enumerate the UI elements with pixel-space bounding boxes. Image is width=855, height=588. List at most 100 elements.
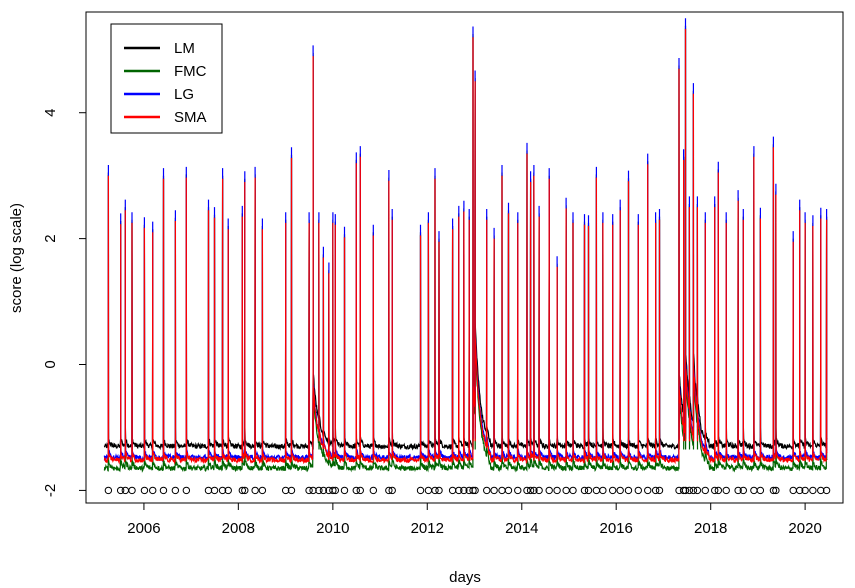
event-point [251, 486, 259, 495]
event-point [224, 486, 232, 495]
event-point [685, 486, 694, 495]
event-point [331, 486, 340, 495]
event-point [204, 486, 213, 495]
event-point [385, 486, 393, 495]
event-point [369, 486, 378, 495]
event-point [258, 486, 267, 495]
event-point [514, 486, 522, 495]
event-point [817, 486, 825, 495]
event-point [128, 486, 136, 495]
event-point [281, 486, 290, 495]
event-point [471, 486, 479, 495]
event-point [681, 486, 690, 495]
event-point [584, 486, 593, 495]
event-point [592, 486, 601, 495]
x-axis-title: days [449, 569, 481, 586]
event-point [504, 486, 513, 495]
event-point [460, 486, 468, 495]
y-axis: -2 0 2 4 [42, 109, 86, 497]
event-point [789, 486, 797, 495]
event-point [801, 486, 809, 495]
event-point [309, 486, 317, 495]
legend-label-lm: LM [174, 40, 195, 57]
plot-frame [85, 11, 844, 504]
event-point [416, 486, 425, 495]
event-point [104, 486, 113, 495]
event-point [352, 486, 360, 495]
series-line-sma [103, 28, 828, 465]
event-point [329, 486, 337, 495]
event-point [305, 486, 313, 495]
event-point [140, 486, 149, 495]
event-point [149, 486, 157, 495]
legend-label-lg: LG [174, 86, 194, 103]
y-tick-label: 4 [42, 109, 59, 117]
y-tick-label: -2 [42, 484, 59, 497]
event-point [616, 486, 624, 495]
event-point [535, 486, 543, 495]
event-point [526, 486, 535, 495]
x-tick-label: 2006 [127, 520, 160, 537]
event-point [356, 486, 364, 495]
event-point [523, 486, 531, 495]
event-point [340, 486, 349, 495]
event-point [634, 486, 642, 495]
event-point [714, 486, 723, 495]
event-point [238, 486, 247, 495]
x-tick-label: 2008 [222, 520, 255, 537]
x-axis: 2006 2008 2010 2012 2014 2016 2018 2020 [127, 503, 822, 537]
y-axis-title: score (log scale) [8, 203, 25, 313]
event-point [182, 486, 191, 495]
event-point [498, 486, 506, 495]
event-point [448, 486, 457, 495]
event-point [388, 486, 396, 495]
event-point [756, 486, 765, 495]
event-point [655, 486, 664, 495]
event-point [769, 486, 778, 495]
event-point [469, 486, 477, 495]
points-layer [104, 486, 831, 495]
event-point [435, 486, 443, 495]
event-point [624, 486, 633, 495]
event-point [679, 486, 688, 495]
event-point [651, 486, 660, 495]
event-point [431, 486, 439, 495]
event-point [545, 486, 553, 495]
event-point [809, 486, 817, 495]
event-point [689, 486, 698, 495]
event-point [210, 486, 219, 495]
event-point [569, 486, 577, 495]
event-point [483, 486, 491, 495]
y-tick-label: 2 [42, 234, 59, 242]
event-point [319, 486, 328, 495]
event-point [693, 486, 702, 495]
event-point [218, 486, 227, 495]
x-tick-label: 2014 [505, 520, 538, 537]
event-point [734, 486, 742, 495]
event-point [553, 486, 561, 495]
event-point [159, 486, 168, 495]
x-tick-label: 2018 [694, 520, 727, 537]
legend-label-sma: SMA [174, 109, 207, 126]
event-point [739, 486, 747, 495]
event-point [121, 486, 130, 495]
x-tick-label: 2016 [599, 520, 632, 537]
event-point [455, 486, 463, 495]
event-point [287, 486, 296, 495]
event-point [562, 486, 570, 495]
x-tick-label: 2012 [411, 520, 444, 537]
event-point [711, 486, 719, 495]
event-point [822, 486, 831, 495]
event-point [116, 486, 125, 495]
legend-box [110, 23, 223, 134]
event-point [644, 486, 652, 495]
event-point [722, 486, 730, 495]
x-tick-label: 2020 [788, 520, 821, 537]
legend: LM FMC LG SMA [110, 23, 223, 134]
event-point [795, 486, 804, 495]
series-layer [103, 18, 828, 473]
legend-label-fmc: FMC [174, 63, 207, 80]
event-point [772, 486, 780, 495]
event-point [701, 486, 709, 495]
